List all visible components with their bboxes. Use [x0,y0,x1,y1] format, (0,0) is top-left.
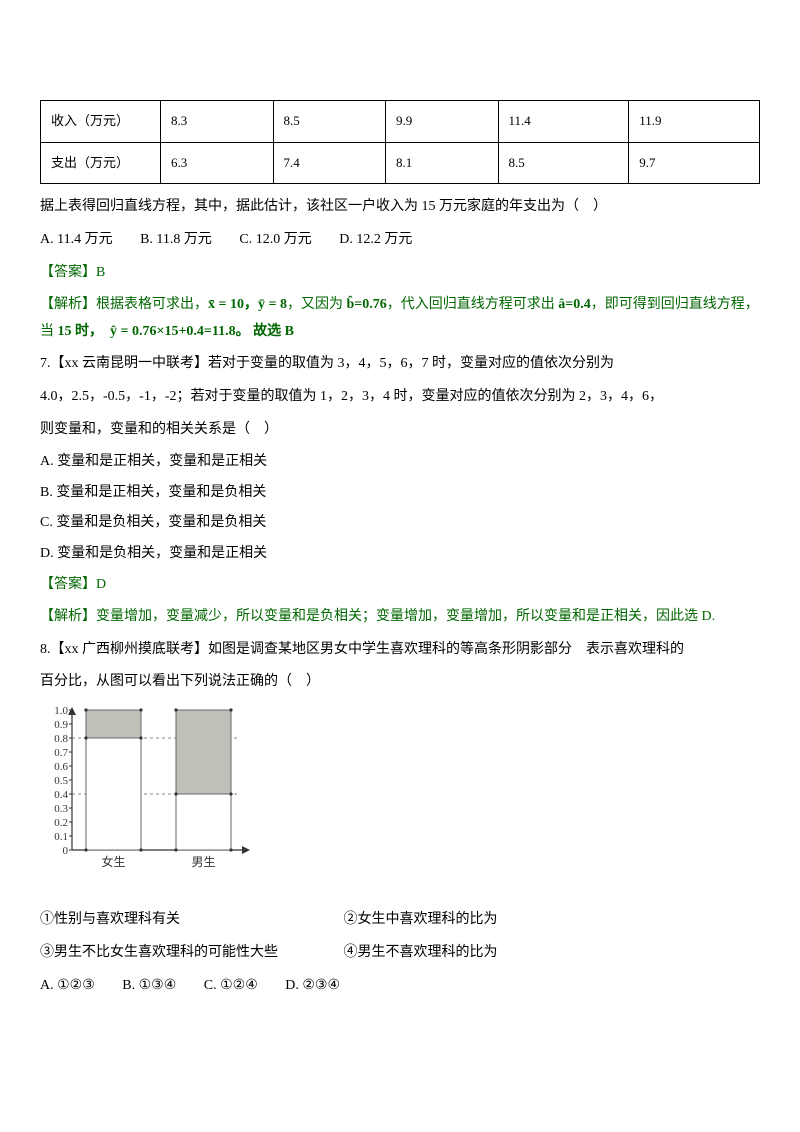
option-a: A. 变量和是正相关，变量和是正相关 [40,449,760,476]
svg-text:0.3: 0.3 [54,803,68,815]
q6-analysis: 【解析】根据表格可求出，x̄ = 10，ȳ = 8，又因为 b̂=0.76，代入… [40,292,760,345]
q7-answer: 【答案】D [40,572,760,599]
svg-text:0.4: 0.4 [54,789,68,801]
analysis-text: ，又因为 [287,297,347,312]
option-a: A. 11.4 万元 [40,232,113,247]
analysis-text: ，代入回归直线方程可求出 [387,297,559,312]
formula: 15 时， ŷ = 0.76×15+0.4=11.8 [58,324,236,339]
table-row: 支出（万元） 6.3 7.4 8.1 8.5 9.7 [41,142,760,184]
svg-text:0.6: 0.6 [54,761,68,773]
svg-text:0.2: 0.2 [54,817,68,829]
chart-svg: 1.0 0.9 0.8 0.7 0.6 0.5 0.4 0.3 0.2 0.1 0 女生 男生 [40,702,270,887]
q7-stem: 则变量和，变量和的相关关系是（ ） [40,417,760,444]
svg-text:0.9: 0.9 [54,719,68,731]
statement-4: ④男生不喜欢理科的比为 [344,945,498,960]
statement-3: ③男生不比女生喜欢理科的可能性大些 [40,940,340,967]
svg-text:0.5: 0.5 [54,775,68,787]
option-b: B. 变量和是正相关，变量和是负相关 [40,480,760,507]
analysis-text: 【解析】根据表格可求出， [40,297,208,312]
q6-options: A. 11.4 万元 B. 11.8 万元 C. 12.0 万元 D. 12.2… [40,227,760,254]
q7-choices: A. 变量和是正相关，变量和是正相关 B. 变量和是正相关，变量和是负相关 C.… [40,449,760,567]
statement-row: ①性别与喜欢理科有关 ②女生中喜欢理科的比为 [40,907,760,934]
option-a: A. ①②③ [40,978,95,993]
svg-text:0.1: 0.1 [54,831,68,843]
svg-text:女生: 女生 [101,854,125,869]
option-d: D. ②③④ [285,978,340,993]
q6-answer: 【答案】B [40,260,760,287]
cell: 7.4 [273,142,386,184]
cell: 9.9 [386,101,499,143]
cell: 11.9 [629,101,760,143]
q8-statements: ①性别与喜欢理科有关 ②女生中喜欢理科的比为 ③男生不比女生喜欢理科的可能性大些… [40,907,760,966]
q7-stem: 7.【xx 云南昆明一中联考】若对于变量的取值为 3，4，5，6，7 时，变量对… [40,351,760,378]
q8-stem: 百分比，从图可以看出下列说法正确的（ ） [40,669,760,696]
cell: 8.3 [161,101,274,143]
analysis-text: 。 故选 B [236,324,294,339]
row2-label: 支出（万元） [41,142,161,184]
svg-text:0.8: 0.8 [54,733,68,745]
option-c: C. ①②④ [204,978,258,993]
statement-row: ③男生不比女生喜欢理科的可能性大些 ④男生不喜欢理科的比为 [40,940,760,967]
cell: 8.1 [386,142,499,184]
cell: 9.7 [629,142,760,184]
svg-text:男生: 男生 [191,855,215,869]
q7-analysis: 【解析】变量增加，变量减少，所以变量和是负相关；变量增加，变量增加，所以变量和是… [40,604,760,631]
svg-text:0: 0 [63,845,69,857]
option-d: D. 12.2 万元 [339,232,412,247]
formula: b̂=0.76 [346,297,386,312]
cell: 8.5 [498,142,629,184]
cell: 8.5 [273,101,386,143]
q8-stem: 8.【xx 广西柳州摸底联考】如图是调查某地区男女中学生喜欢理科的等高条形阴影部… [40,637,760,664]
bar-chart: 1.0 0.9 0.8 0.7 0.6 0.5 0.4 0.3 0.2 0.1 0 女生 男生 [40,702,760,898]
cell: 6.3 [161,142,274,184]
q6-stem: 据上表得回归直线方程，其中，据此估计，该社区一户收入为 15 万元家庭的年支出为… [40,194,760,221]
statement-2: ②女生中喜欢理科的比为 [344,912,498,927]
formula: â=0.4 [558,297,590,312]
option-b: B. ①③④ [122,978,176,993]
formula: x̄ = 10，ȳ = 8 [208,297,287,312]
table-row: 收入（万元） 8.3 8.5 9.9 11.4 11.9 [41,101,760,143]
option-b: B. 11.8 万元 [140,232,212,247]
statement-1: ①性别与喜欢理科有关 [40,907,340,934]
q8-options: A. ①②③ B. ①③④ C. ①②④ D. ②③④ [40,973,760,1000]
svg-text:0.7: 0.7 [54,747,68,759]
q7-stem: 4.0，2.5，-0.5，-1，-2；若对于变量的取值为 1，2，3，4 时，变… [40,384,760,411]
svg-text:1.0: 1.0 [54,705,68,717]
row1-label: 收入（万元） [41,101,161,143]
data-table: 收入（万元） 8.3 8.5 9.9 11.4 11.9 支出（万元） 6.3 … [40,100,760,184]
cell: 11.4 [498,101,629,143]
option-d: D. 变量和是负相关，变量和是正相关 [40,541,760,568]
option-c: C. 12.0 万元 [239,232,311,247]
option-c: C. 变量和是负相关，变量和是负相关 [40,510,760,537]
